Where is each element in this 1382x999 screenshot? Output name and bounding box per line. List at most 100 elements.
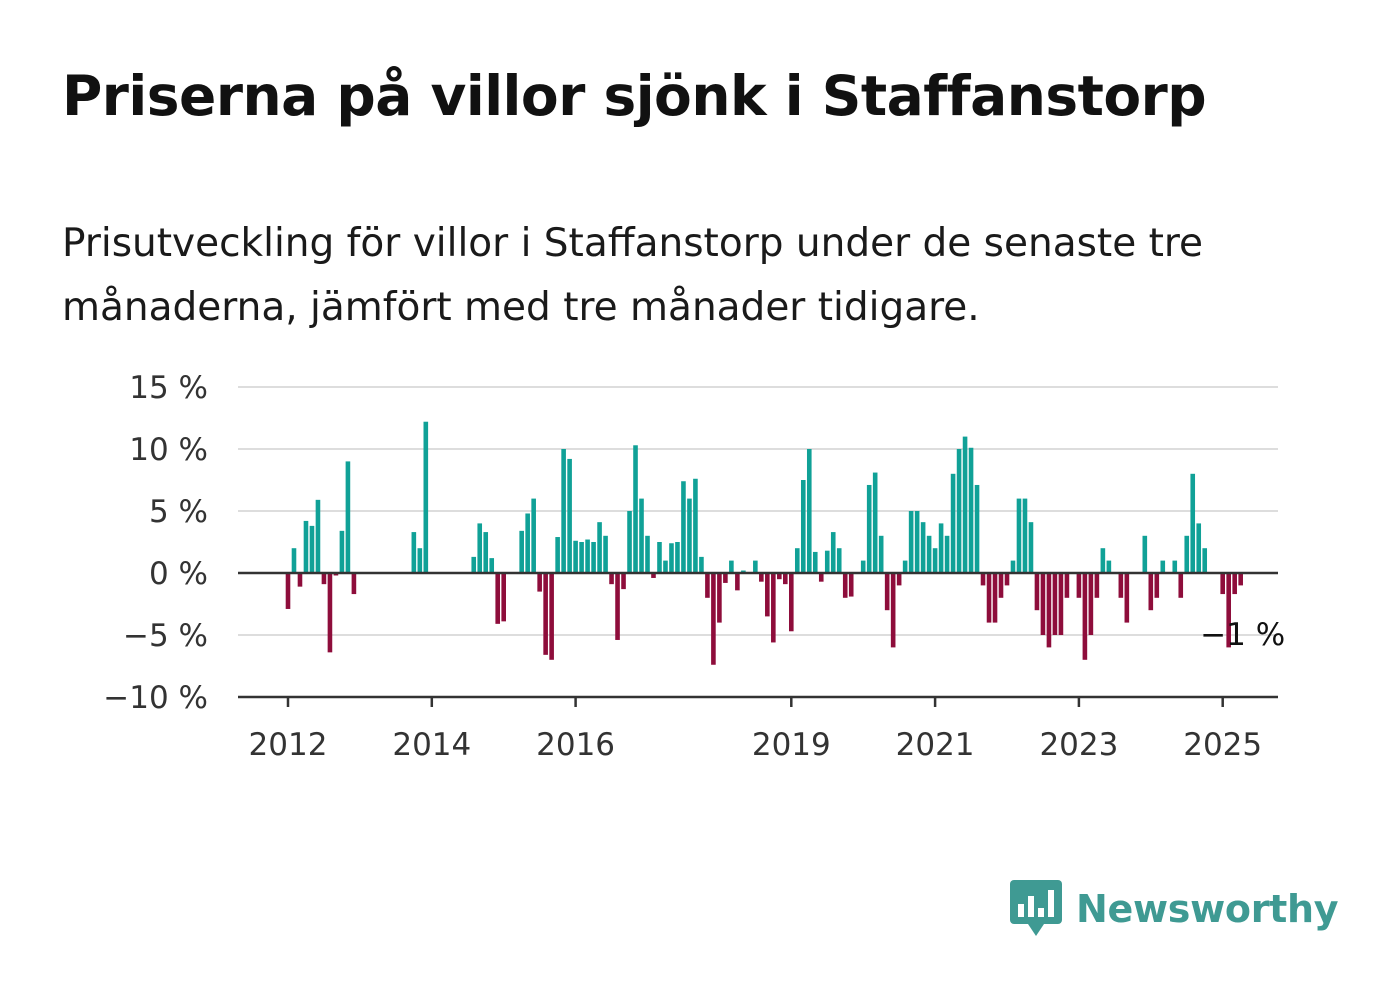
bar — [549, 573, 554, 660]
bar — [1142, 535, 1148, 573]
bar — [615, 573, 620, 640]
bar — [411, 532, 417, 573]
bar — [1094, 573, 1100, 598]
bar — [902, 560, 908, 573]
bar — [1172, 560, 1178, 573]
bar — [884, 573, 890, 611]
bar — [1064, 573, 1070, 598]
bar — [1034, 573, 1040, 611]
bar — [417, 548, 423, 573]
bar — [1088, 573, 1094, 635]
bar — [1196, 523, 1202, 573]
bar — [950, 473, 956, 573]
bar — [932, 548, 938, 573]
bar — [633, 445, 638, 573]
bar — [860, 560, 866, 573]
bar — [543, 573, 548, 655]
bar — [315, 499, 321, 573]
bar — [537, 573, 542, 592]
bar — [920, 522, 926, 573]
bar — [555, 537, 560, 573]
bar — [974, 484, 980, 573]
bar — [836, 548, 842, 573]
axes — [238, 571, 1278, 699]
x-tick-label: 2012 — [249, 727, 328, 763]
bar — [525, 513, 530, 573]
bar — [591, 542, 596, 573]
bar — [1232, 573, 1237, 595]
bar — [806, 449, 812, 573]
bar — [327, 573, 333, 653]
bar — [1154, 573, 1160, 598]
bar — [519, 530, 524, 573]
bar — [1124, 573, 1130, 623]
newsworthy-logo: Newsworthy — [1010, 878, 1339, 940]
bar — [1106, 560, 1112, 573]
bar — [818, 573, 824, 582]
bar-chart-speech-bubble-icon — [1010, 880, 1062, 936]
y-axis-labels: 15 % 10 % 5 % 0 % −5 % −10 % — [103, 370, 208, 716]
bar — [986, 573, 992, 623]
bar — [495, 573, 501, 624]
bar — [693, 478, 698, 573]
bars — [285, 421, 1243, 665]
bar-chart: 15 % 10 % 5 % 0 % −5 % −10 % 2012 2014 2016 2019… — [103, 370, 1285, 763]
bar — [908, 511, 914, 573]
y-tick-label: 10 % — [129, 432, 208, 468]
bar — [609, 573, 614, 585]
bar — [531, 498, 536, 573]
bar — [711, 573, 716, 665]
bar — [675, 542, 680, 573]
bar — [824, 550, 830, 573]
bar — [878, 535, 884, 573]
bar — [483, 532, 489, 573]
bar — [1190, 473, 1196, 573]
bar — [1202, 548, 1208, 573]
bar — [938, 523, 944, 573]
x-tick-label: 2023 — [1039, 727, 1118, 763]
bar — [561, 449, 566, 573]
bar — [1016, 498, 1022, 573]
bar — [423, 421, 429, 573]
bar — [1004, 573, 1010, 586]
bar — [783, 573, 788, 585]
bar — [297, 573, 303, 587]
last-value-label: −1 % — [1200, 617, 1285, 653]
bar — [777, 573, 782, 580]
bar — [621, 573, 626, 590]
bar — [645, 535, 650, 573]
bar — [681, 481, 686, 573]
bar — [627, 511, 632, 573]
bar — [992, 573, 998, 623]
bar — [669, 543, 674, 573]
bar — [968, 447, 974, 573]
x-tick-label: 2014 — [392, 727, 471, 763]
bar — [285, 573, 291, 609]
bar — [866, 484, 872, 573]
bar — [501, 573, 506, 622]
y-tick-label: −5 % — [123, 618, 208, 654]
bar — [663, 560, 668, 573]
bar — [723, 573, 728, 583]
bar — [926, 535, 932, 573]
bar — [1046, 573, 1052, 648]
bar — [699, 556, 704, 573]
bar — [962, 436, 968, 573]
bar — [657, 542, 662, 573]
y-tick-label: 15 % — [129, 370, 208, 406]
bar — [956, 449, 962, 573]
bar — [339, 530, 345, 573]
bar — [848, 573, 854, 597]
bar — [579, 542, 584, 573]
x-tick-label: 2021 — [896, 727, 975, 763]
bar — [1220, 573, 1225, 595]
bar — [639, 498, 644, 573]
bar — [765, 573, 770, 617]
bar — [1040, 573, 1046, 635]
bar — [890, 573, 896, 648]
bar — [291, 548, 297, 573]
bar — [842, 573, 848, 598]
x-axis-labels: 2012 2014 2016 2019 2021 2023 2025 — [249, 697, 1262, 763]
bar — [1076, 573, 1082, 598]
bar — [735, 573, 740, 591]
